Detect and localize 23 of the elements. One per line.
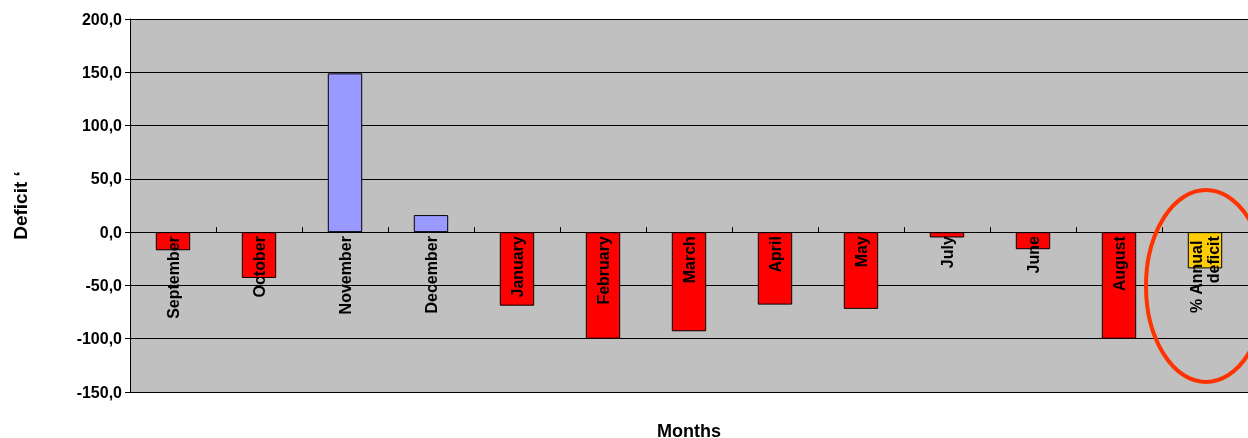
y-tick-label: 50,0 — [90, 170, 123, 188]
x-tick-label: October — [250, 236, 268, 298]
x-tick-label: September — [164, 236, 182, 319]
y-axis-title: Deficit ‘ — [10, 171, 31, 240]
y-tick-label: -50,0 — [85, 276, 123, 294]
y-tick-label: 150,0 — [81, 63, 123, 81]
y-tick-label: 100,0 — [81, 117, 123, 135]
x-tick-label: November — [336, 236, 354, 315]
x-tick-label: July — [938, 236, 956, 269]
x-tick-label: August — [1110, 235, 1128, 292]
x-tick-label: February — [594, 236, 612, 305]
x-axis-title: Months — [657, 421, 721, 438]
y-tick-label: -100,0 — [76, 330, 123, 348]
y-tick-label: 0,0 — [99, 223, 123, 241]
x-tick-label: April — [766, 236, 784, 273]
x-tick-label: June — [1024, 236, 1042, 274]
x-tick-label: March — [680, 236, 698, 284]
x-tick-label: January — [508, 236, 526, 298]
y-tick-label: -150,0 — [76, 383, 123, 401]
x-tick-label: % Annual deficit — [1188, 235, 1222, 313]
x-tick-label: December — [422, 236, 440, 314]
y-tick-label: 200,0 — [81, 10, 123, 28]
x-tick-label: May — [852, 236, 870, 268]
